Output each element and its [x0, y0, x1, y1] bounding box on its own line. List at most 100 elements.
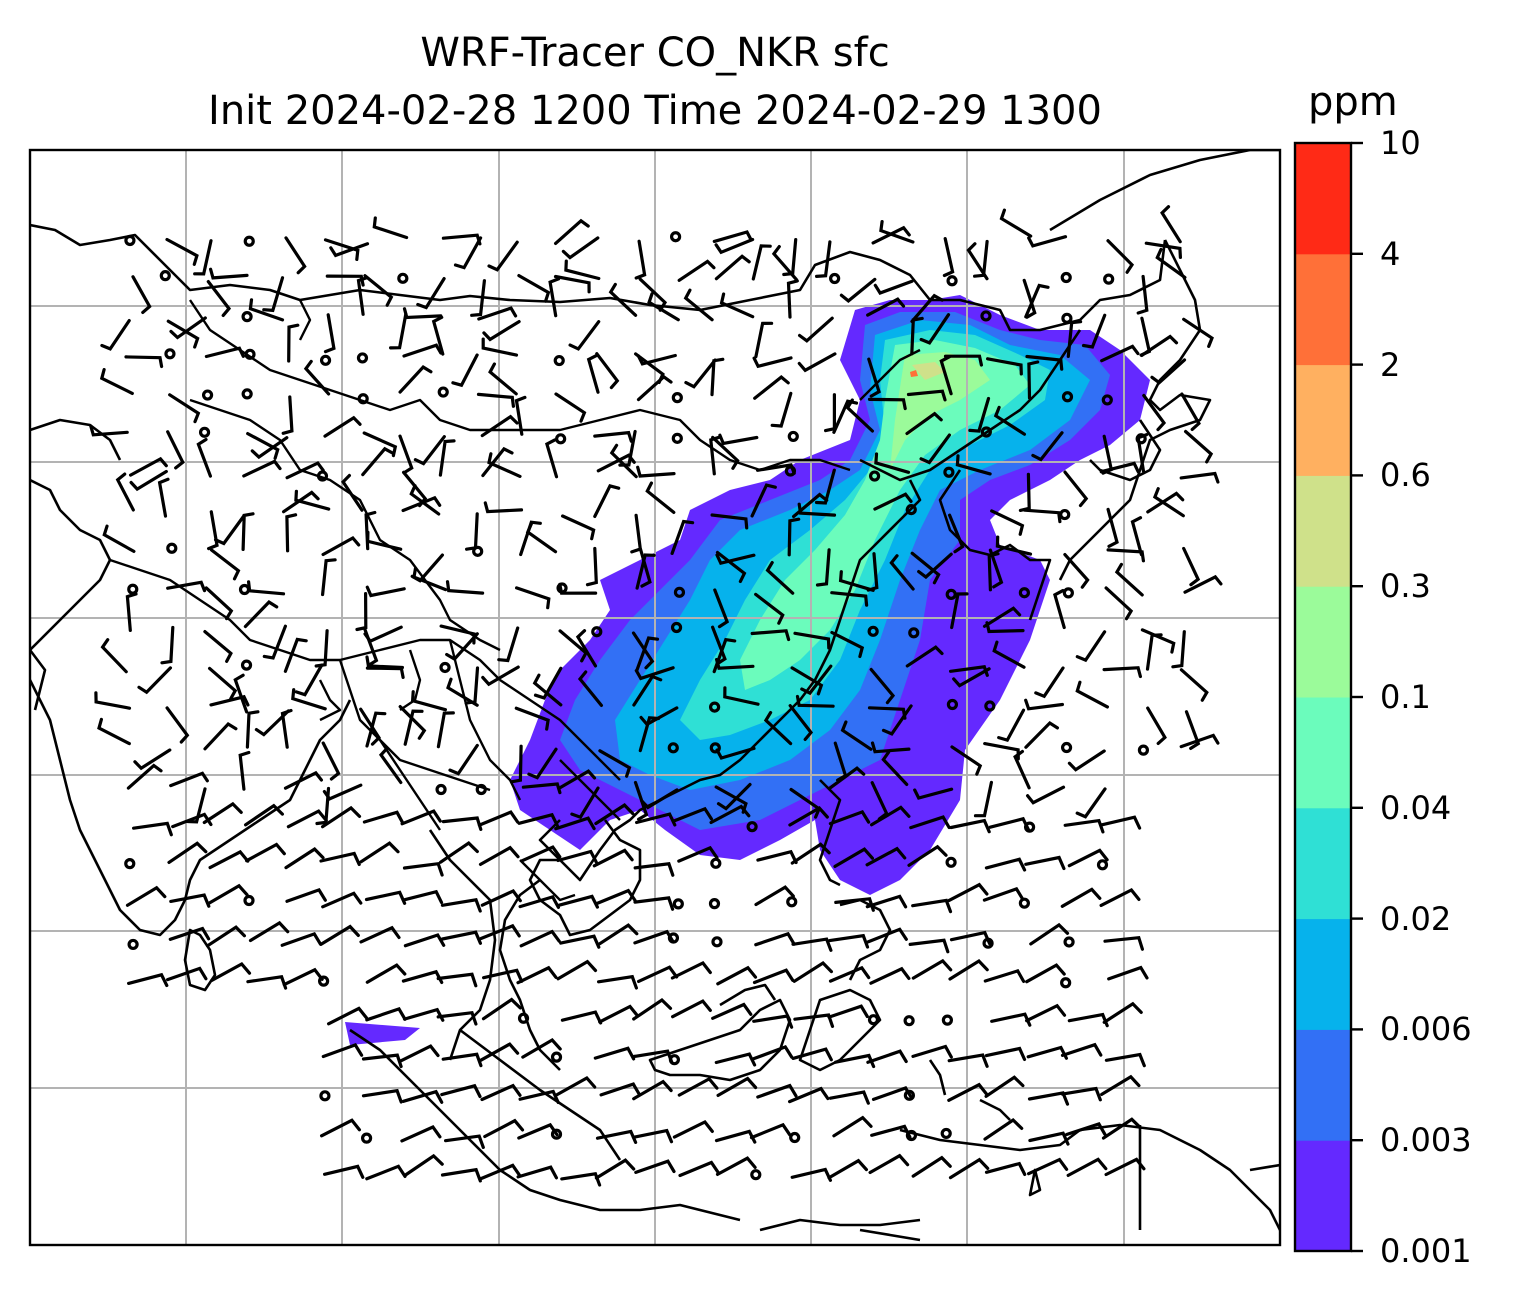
- wind-barb: [719, 292, 755, 319]
- calm-wind-marker: [159, 270, 171, 282]
- wind-barb: [480, 1083, 522, 1102]
- calm-wind-marker: [164, 348, 176, 360]
- wind-barb: [633, 929, 675, 945]
- calm-wind-marker: [980, 426, 992, 438]
- wind-barb: [596, 453, 636, 473]
- wind-barb: [285, 513, 298, 553]
- wind-barb: [990, 1012, 1032, 1027]
- calm-wind-marker: [670, 231, 682, 243]
- wind-barb: [241, 512, 255, 551]
- wind-barb: [168, 393, 201, 424]
- wind-barb: [869, 966, 911, 985]
- wind-barb: [871, 1086, 914, 1101]
- colorbar-tick-label: 0.04: [1380, 788, 1452, 827]
- wind-barb: [636, 374, 673, 402]
- wind-barb: [262, 624, 287, 660]
- wind-barb: [359, 841, 400, 864]
- wind-barb: [245, 842, 286, 863]
- wind-barb: [793, 631, 831, 650]
- wind-barb: [398, 365, 433, 394]
- wind-barb: [1027, 360, 1040, 400]
- wind-barb: [715, 746, 756, 760]
- wind-barb: [97, 717, 131, 746]
- calm-wind-marker: [980, 310, 992, 322]
- wind-barb: [630, 513, 643, 554]
- calm-wind-marker: [1060, 741, 1073, 754]
- wind-barb: [834, 1053, 876, 1069]
- wind-barb: [441, 816, 483, 831]
- wind-barb: [1027, 1157, 1069, 1176]
- wind-barb: [815, 240, 832, 278]
- wind-barb: [487, 240, 519, 272]
- wind-barb: [715, 553, 756, 566]
- wind-barb: [465, 512, 479, 551]
- wind-barb: [233, 673, 249, 714]
- wind-barb: [952, 667, 991, 688]
- wind-barb: [1024, 720, 1059, 749]
- wind-barb: [1136, 433, 1149, 473]
- wind-barb: [124, 355, 164, 369]
- wind-barb: [1104, 586, 1134, 621]
- wind-barb: [283, 637, 308, 673]
- wind-barb: [791, 1047, 833, 1062]
- wind-barb: [193, 239, 213, 276]
- wind-barb: [321, 1042, 364, 1059]
- calm-wind-marker: [671, 432, 683, 444]
- wind-barb: [209, 694, 250, 707]
- calm-wind-marker: [668, 1054, 681, 1066]
- wind-barb: [436, 711, 455, 749]
- wind-barb: [1146, 706, 1167, 745]
- wind-barb: [824, 393, 836, 433]
- wind-barb: [955, 454, 992, 476]
- wind-barb: [515, 586, 551, 610]
- wind-barb: [556, 849, 598, 864]
- calm-wind-marker: [786, 896, 798, 908]
- wind-barb: [320, 1118, 361, 1138]
- wind-barb: [481, 997, 522, 1021]
- wind-barb: [672, 1119, 714, 1139]
- wind-barb: [987, 552, 1000, 592]
- calm-wind-marker: [709, 742, 721, 754]
- wind-barb: [635, 553, 656, 590]
- wind-barb: [1142, 393, 1167, 432]
- wind-barb: [204, 346, 245, 359]
- wind-barb: [771, 245, 798, 281]
- wind-barb: [479, 1163, 522, 1181]
- wind-barb: [910, 293, 944, 323]
- wind-barb: [947, 1082, 989, 1102]
- wind-barb: [400, 809, 442, 826]
- colorbar-unit-label: ppm: [1308, 79, 1398, 125]
- wind-barb: [992, 640, 1026, 669]
- wind-barb: [262, 276, 285, 313]
- wind-barb: [791, 937, 833, 952]
- calm-wind-marker: [943, 466, 955, 478]
- calm-wind-marker: [198, 426, 211, 438]
- wind-barb: [482, 968, 524, 983]
- wind-barb: [947, 882, 989, 902]
- colorbar-segment: [1295, 253, 1351, 366]
- wind-barb: [1179, 668, 1209, 702]
- wind-barb: [1145, 633, 1163, 671]
- wind-barb: [431, 315, 445, 356]
- wind-barb: [169, 771, 209, 788]
- wind-barb: [714, 1052, 757, 1067]
- wind-barb: [321, 535, 361, 557]
- wind-barb: [710, 357, 725, 397]
- wind-barb: [869, 667, 896, 705]
- wind-barb: [982, 606, 1022, 628]
- wind-barb: [592, 848, 634, 868]
- wind-barb: [441, 1052, 483, 1068]
- wind-barb: [514, 395, 527, 436]
- wind-barb: [441, 233, 482, 246]
- wind-barb: [1031, 431, 1064, 462]
- wind-barb: [287, 323, 300, 363]
- wind-barb: [752, 1014, 794, 1029]
- wind-barb: [488, 362, 518, 396]
- wind-barb: [284, 236, 307, 275]
- wind-barb: [763, 711, 793, 746]
- wind-barb: [516, 1165, 558, 1180]
- calm-wind-marker: [1062, 587, 1074, 599]
- wind-barb: [209, 548, 241, 581]
- calm-wind-marker: [1060, 271, 1072, 284]
- wind-barb: [487, 452, 522, 478]
